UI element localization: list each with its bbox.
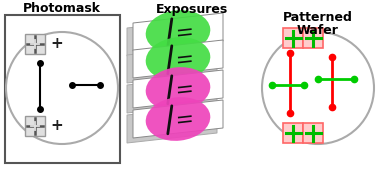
Polygon shape xyxy=(133,70,223,108)
Polygon shape xyxy=(133,40,223,78)
FancyBboxPatch shape xyxy=(5,15,120,163)
Ellipse shape xyxy=(146,10,210,54)
Circle shape xyxy=(6,32,118,144)
Ellipse shape xyxy=(146,97,210,141)
Polygon shape xyxy=(127,18,217,56)
Ellipse shape xyxy=(146,37,210,81)
FancyBboxPatch shape xyxy=(283,123,303,143)
FancyBboxPatch shape xyxy=(303,28,323,48)
Polygon shape xyxy=(127,45,217,83)
Circle shape xyxy=(262,32,374,144)
FancyBboxPatch shape xyxy=(303,123,323,143)
Text: Exposures: Exposures xyxy=(156,3,228,16)
Text: Patterned
Wafer: Patterned Wafer xyxy=(283,11,353,37)
Polygon shape xyxy=(133,13,223,51)
Polygon shape xyxy=(127,105,217,143)
Ellipse shape xyxy=(146,67,210,111)
Polygon shape xyxy=(127,75,217,113)
FancyBboxPatch shape xyxy=(25,116,45,136)
FancyBboxPatch shape xyxy=(283,28,303,48)
Text: +: + xyxy=(51,37,64,52)
Polygon shape xyxy=(133,100,223,138)
Text: Photomask: Photomask xyxy=(23,3,101,16)
Text: +: + xyxy=(51,119,64,134)
FancyBboxPatch shape xyxy=(25,34,45,54)
